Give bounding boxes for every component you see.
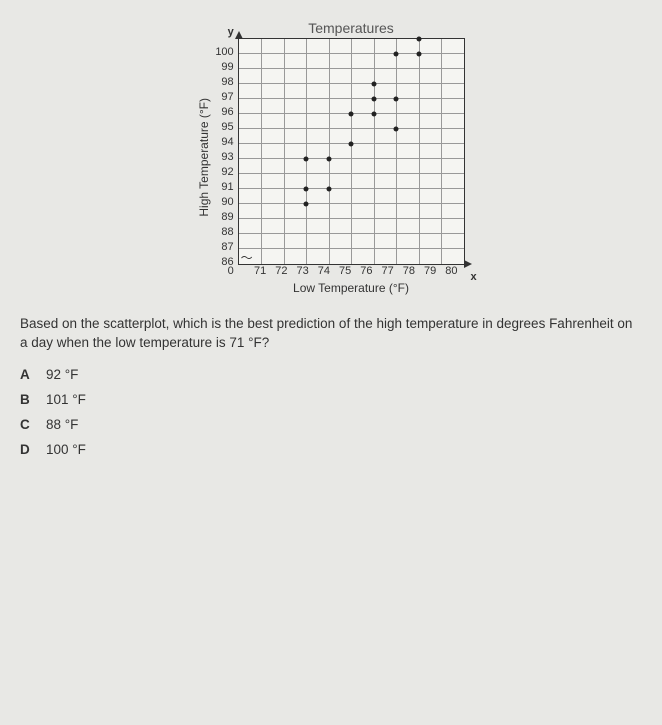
y-tick: 99 [215,60,233,75]
y-tick: 98 [215,75,233,90]
x-ticks: 71727374757677787980 [238,265,463,277]
x-axis-arrow-icon [464,260,472,268]
y-tick: 89 [215,210,233,225]
gridline-v [261,39,262,264]
x-tick: 79 [419,265,442,277]
y-tick: 87 [215,240,233,255]
gridline-v [351,39,352,264]
y-tick: 97 [215,90,233,105]
data-point [416,37,421,42]
y-tick: 90 [215,195,233,210]
y-tick: 94 [215,135,233,150]
option-text: 101 °F [46,392,86,407]
x-tick: 75 [334,265,357,277]
gridline-v [284,39,285,264]
x-tick: 73 [291,265,314,277]
data-point [371,82,376,87]
data-point [304,202,309,207]
option-letter: A [20,367,34,382]
y-axis-label: High Temperature (°F) [197,98,211,217]
answer-option[interactable]: C 88 °F [20,417,642,432]
x-tick: 71 [249,265,272,277]
chart-area: High Temperature (°F) 100999897969594939… [197,38,464,277]
y-axis-symbol: y [228,26,234,38]
data-point [304,187,309,192]
origin-label: 0 [228,265,234,277]
data-point [326,187,331,192]
x-tick: 77 [376,265,399,277]
y-tick: 95 [215,120,233,135]
x-tick-row: 0 71727374757677787980 [238,265,465,277]
y-tick: 93 [215,150,233,165]
data-point [394,52,399,57]
x-tick: 78 [398,265,421,277]
data-point [349,112,354,117]
gridline-v [441,39,442,264]
gridline-v [419,39,420,264]
x-tick: 80 [440,265,463,277]
chart-title: Temperatures [308,20,394,36]
data-point [394,127,399,132]
x-axis-symbol: x [471,271,477,283]
x-axis-label: Low Temperature (°F) [293,281,409,295]
data-point [326,157,331,162]
option-text: 92 °F [46,367,78,382]
y-ticks: 1009998979695949392919089888786 [215,45,233,270]
y-tick: 88 [215,225,233,240]
data-point [394,97,399,102]
gridline-v [329,39,330,264]
data-point [371,97,376,102]
options-list: A 92 °F B 101 °F C 88 °F D 100 °F [20,367,642,457]
data-point [304,157,309,162]
option-text: 100 °F [46,442,86,457]
data-point [371,112,376,117]
gridline-v [374,39,375,264]
y-axis-arrow-icon [235,31,243,39]
y-tick: 100 [215,45,233,60]
grid-wrapper: y 〜 x 0 71727374757677787980 [238,38,465,277]
x-tick: 76 [355,265,378,277]
option-text: 88 °F [46,417,78,432]
question-text: Based on the scatterplot, which is the b… [20,315,642,353]
y-tick: 96 [215,105,233,120]
gridline-v [396,39,397,264]
answer-option[interactable]: D 100 °F [20,442,642,457]
y-tick: 92 [215,165,233,180]
chart-container: Temperatures High Temperature (°F) 10099… [20,20,642,295]
gridline-v [306,39,307,264]
option-letter: B [20,392,34,407]
option-letter: C [20,417,34,432]
scatter-grid: 〜 [238,38,465,265]
answer-option[interactable]: B 101 °F [20,392,642,407]
x-tick: 74 [313,265,336,277]
answer-option[interactable]: A 92 °F [20,367,642,382]
axis-break-icon: 〜 [241,249,253,266]
x-tick: 72 [270,265,293,277]
y-tick: 91 [215,180,233,195]
data-point [349,142,354,147]
option-letter: D [20,442,34,457]
data-point [416,52,421,57]
